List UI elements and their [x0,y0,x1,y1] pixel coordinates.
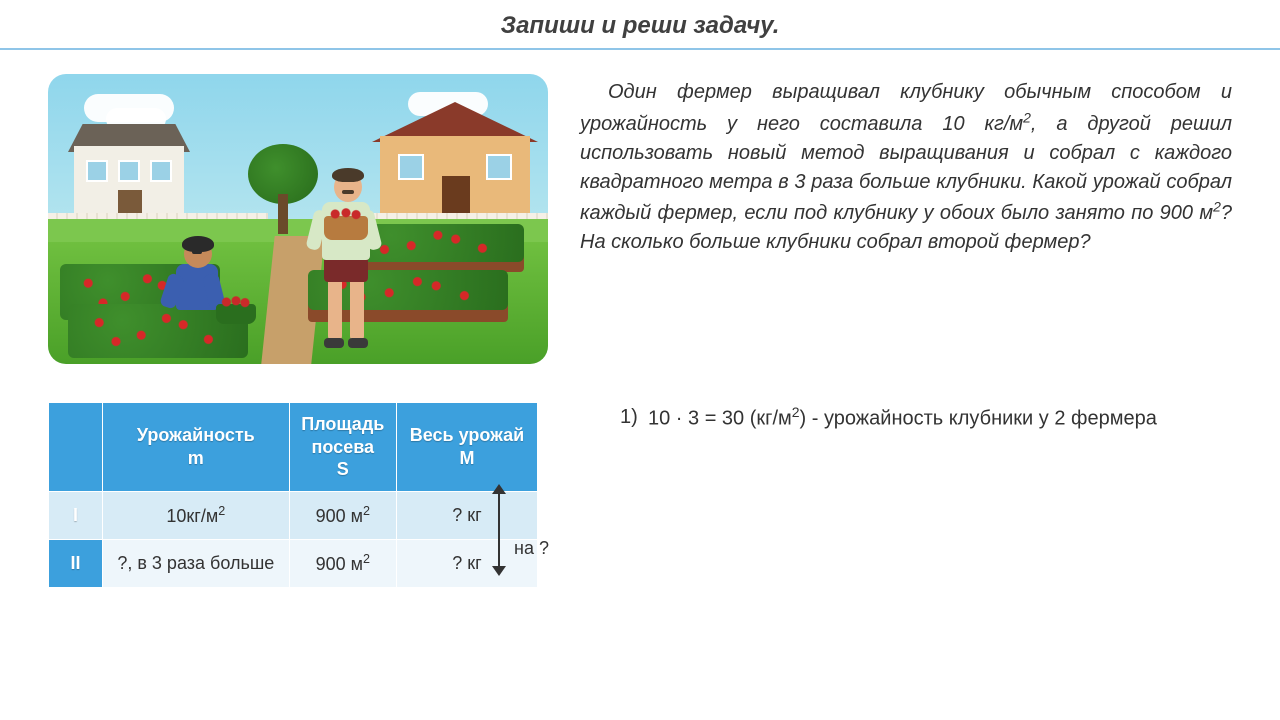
row2-label: II [49,539,103,587]
bottom-section: Урожайностьm ПлощадьпосеваS Весь урожайM… [0,372,1280,588]
title-bar: Запиши и реши задачу. [0,0,1280,50]
illustration [48,74,548,364]
row2-yield: ?, в 3 раза больше [103,539,290,587]
solution: 1) 10 · 3 = 30 (кг/м2) - урожайность клу… [620,402,1232,434]
row1-total: ? кг [396,491,537,539]
step-number: 1) [620,402,648,434]
col-area: ПлощадьпосеваS [289,403,396,492]
row1-area: 900 м2 [289,491,396,539]
step-text: 10 · 3 = 30 (кг/м2) - урожайность клубни… [648,402,1157,434]
table-row: I 10кг/м2 900 м2 ? кг [49,491,538,539]
farmer-right [306,160,386,360]
row2-area: 900 м2 [289,539,396,587]
col-total: Весь урожайM [396,403,537,492]
data-table: Урожайностьm ПлощадьпосеваS Весь урожайM… [48,402,588,588]
row2-total: ? кг [396,539,537,587]
table-row: II ?, в 3 раза больше 900 м2 ? кг [49,539,538,587]
page-title: Запиши и реши задачу. [0,12,1280,40]
col-yield: Урожайностьm [103,403,290,492]
solution-step: 1) 10 · 3 = 30 (кг/м2) - урожайность клу… [620,402,1232,434]
row1-label: I [49,491,103,539]
problem-text: Один фермер выращивал клубнику обычным с… [580,74,1232,364]
problem-body: Один фермер выращивал клубнику обычным с… [580,81,1232,253]
col-blank [49,403,103,492]
row1-yield: 10кг/м2 [103,491,290,539]
basket-icon [324,216,368,240]
top-section: Один фермер выращивал клубнику обычным с… [0,50,1280,372]
farmer-left [158,234,238,344]
